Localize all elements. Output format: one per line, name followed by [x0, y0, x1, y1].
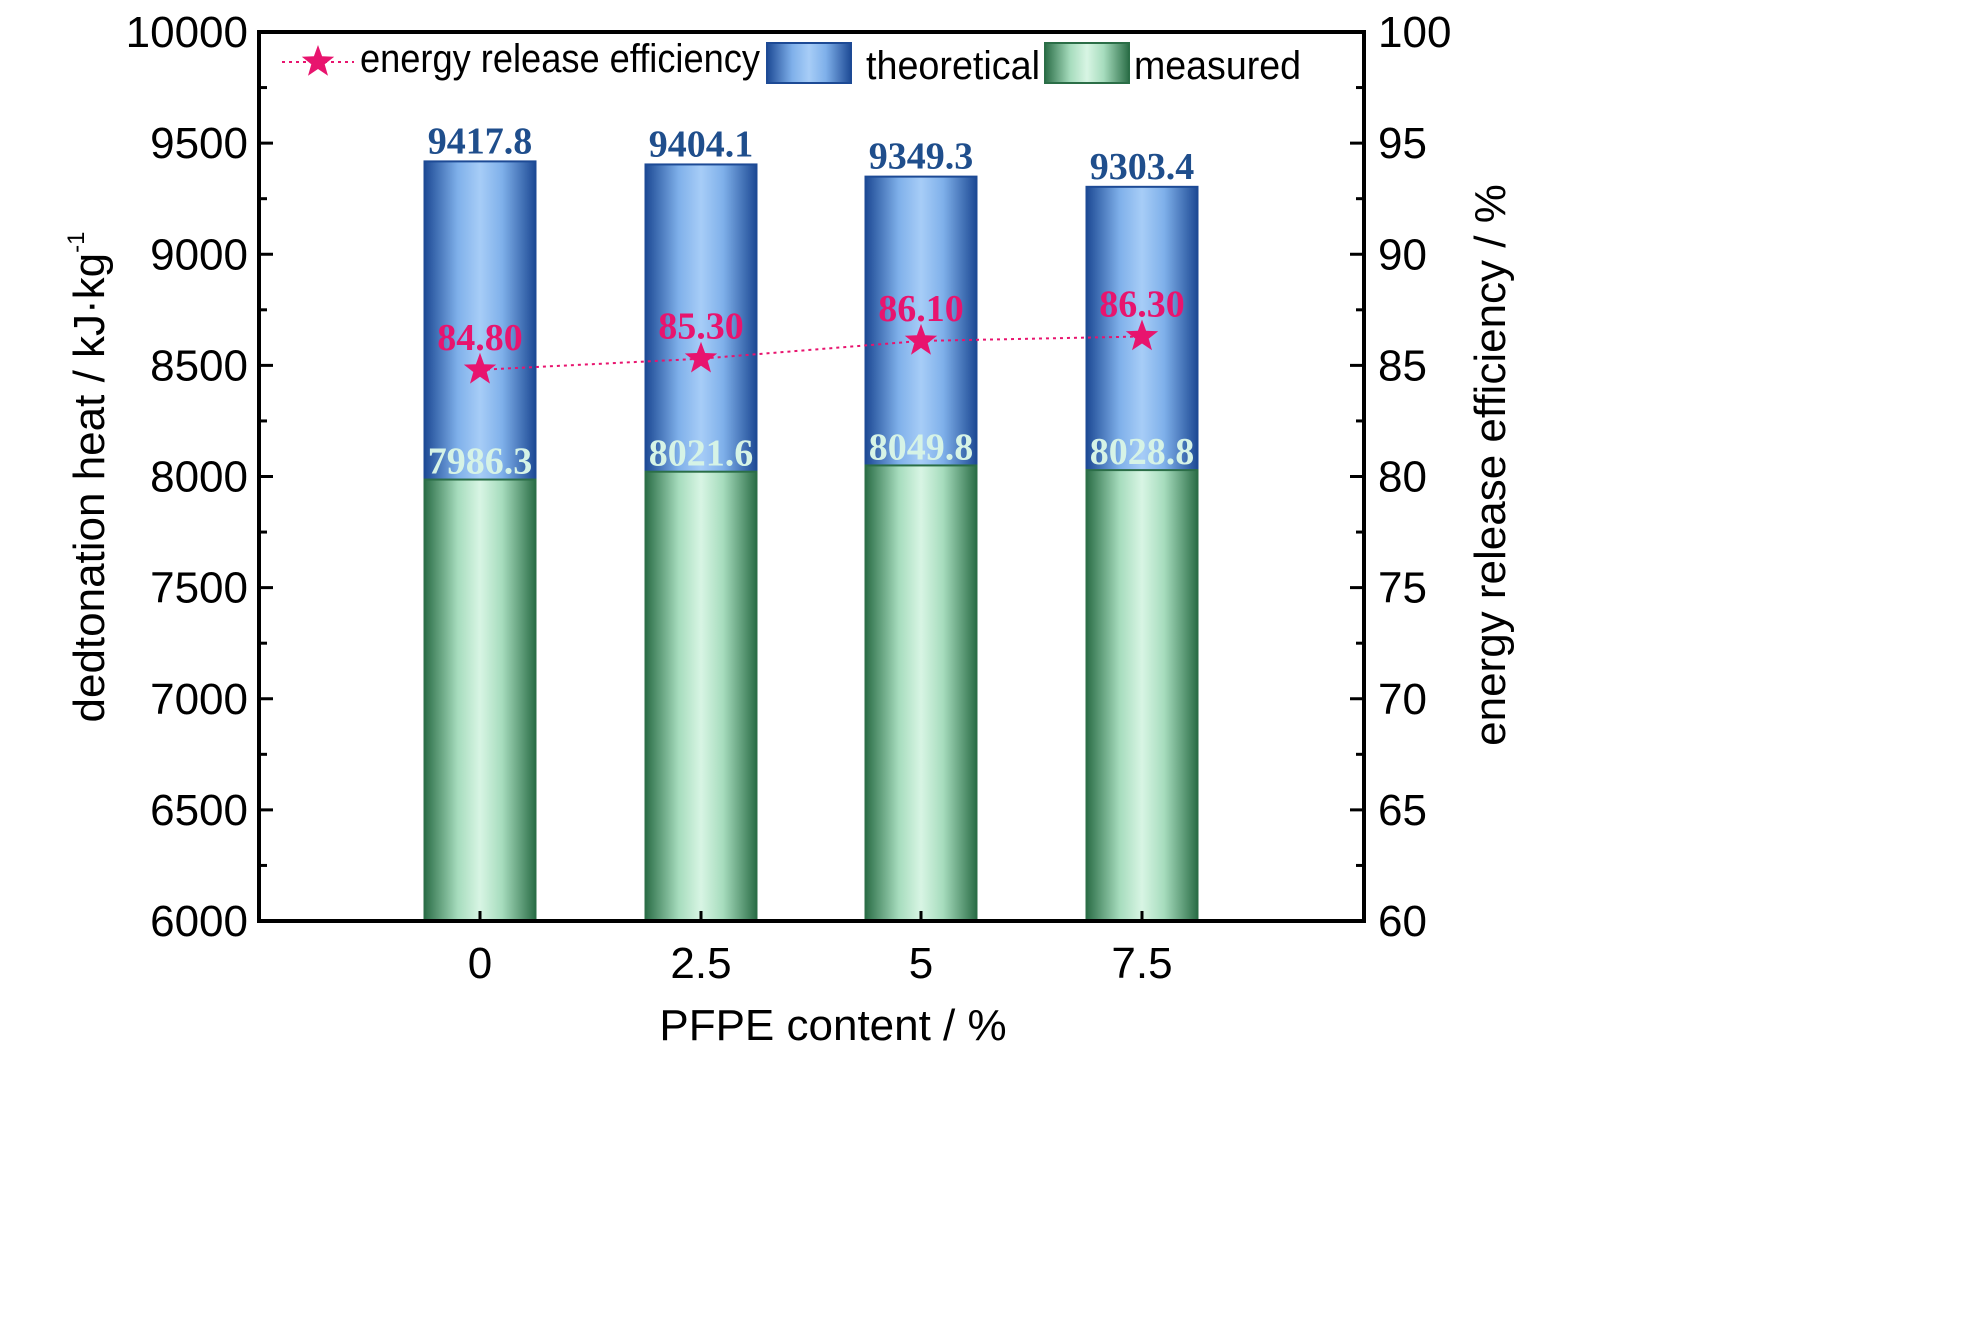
value-labels-layer: 9417.8 7986.3 9404.1 8021.6 9349.3 8049.8 9303… — [428, 120, 1195, 482]
legend-item-measured: measured — [1044, 42, 1301, 88]
legend-efficiency-label: energy release efficiency — [360, 37, 760, 81]
y2-tick-label: 60 — [1378, 897, 1427, 946]
theoretical-value-label: 9303.4 — [1090, 146, 1195, 188]
theoretical-value-label: 9349.3 — [869, 136, 974, 178]
efficiency-value-label: 86.10 — [878, 288, 964, 330]
y2-tick-label: 85 — [1378, 341, 1427, 390]
y-axis-title-superscript: -1 — [63, 232, 90, 253]
y-tick-label: 9000 — [150, 230, 248, 279]
x-axis-title: PFPE content / % — [659, 1001, 1006, 1050]
efficiency-line — [479, 335, 1143, 371]
bar-measured — [1085, 469, 1199, 922]
measured-value-label: 8049.8 — [869, 426, 974, 468]
y2-axis-title: energy release efficiency / % — [1466, 184, 1515, 746]
y-tick-label: 7000 — [150, 675, 248, 724]
legend-measured-label: measured — [1134, 44, 1301, 88]
y-tick-label: 8000 — [150, 453, 248, 502]
legend-star-icon — [301, 45, 335, 76]
efficiency-star-marker — [684, 341, 718, 373]
efficiency-value-label: 86.30 — [1099, 283, 1185, 325]
measured-value-label: 8028.8 — [1090, 431, 1195, 473]
y-axis-title: dedtonation heat / kJ·kg-1 — [63, 232, 114, 723]
efficiency-value-label: 84.80 — [437, 317, 523, 359]
y2-tick-label: 75 — [1378, 564, 1427, 613]
efficiency-star-marker — [463, 352, 497, 384]
legend-measured-swatch — [1044, 42, 1130, 84]
y2-tick-label: 70 — [1378, 675, 1427, 724]
measured-value-label: 7986.3 — [428, 441, 533, 483]
y-tick-label: 9500 — [150, 119, 248, 168]
y-tick-label: 7500 — [150, 564, 248, 613]
y-tick-label: 10000 — [126, 8, 248, 57]
x-tick-label: 2.5 — [670, 939, 731, 988]
y-tick-label: 6500 — [150, 786, 248, 835]
measured-value-label: 8021.6 — [649, 433, 754, 475]
bars-layer — [423, 160, 1199, 923]
y2-tick-label: 80 — [1378, 453, 1427, 502]
x-tick-label: 5 — [909, 939, 933, 988]
y2-tick-label: 95 — [1378, 119, 1427, 168]
legend-theoretical-label: theoretical — [866, 44, 1040, 88]
legend-theoretical-swatch — [766, 42, 852, 84]
x-tick-label: 0 — [468, 939, 492, 988]
y2-tick-label: 90 — [1378, 230, 1427, 279]
efficiency-star-marker — [1125, 319, 1159, 351]
efficiency-line-layer — [463, 319, 1159, 384]
y-tick-label: 8500 — [150, 341, 248, 390]
legend: energy release efficiency theoretical me… — [282, 37, 1301, 88]
legend-item-efficiency: energy release efficiency — [282, 37, 760, 81]
y2-tick-label: 65 — [1378, 786, 1427, 835]
axis-ticks-layer: 0 2.5 5 7.5 6000 6500 7000 7500 8000 8500 9000 9500… — [126, 8, 1452, 988]
theoretical-value-label: 9404.1 — [649, 123, 754, 165]
efficiency-star-marker — [904, 323, 938, 355]
bar-measured — [423, 478, 537, 922]
efficiency-value-label: 85.30 — [658, 306, 744, 348]
bar-measured — [864, 464, 978, 922]
bar-measured — [644, 470, 758, 922]
legend-item-theoretical: theoretical — [766, 42, 1040, 88]
theoretical-value-label: 9417.8 — [428, 120, 533, 162]
x-tick-label: 7.5 — [1111, 939, 1172, 988]
y-tick-label: 6000 — [150, 897, 248, 946]
y-axis-title-main: dedtonation heat / kJ·kg — [65, 253, 114, 723]
y2-tick-label: 100 — [1378, 8, 1451, 57]
chart: 9417.8 7986.3 9404.1 8021.6 9349.3 8049.8 9303… — [63, 8, 1515, 1050]
